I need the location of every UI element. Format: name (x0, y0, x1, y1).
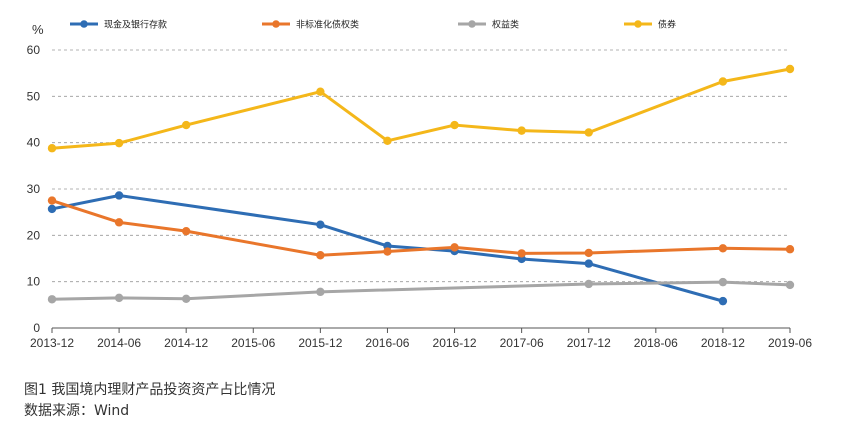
legend-item: 现金及银行存款 (70, 19, 167, 31)
y-tick-label: 50 (27, 89, 41, 103)
figure-caption: 图1 我国境内理财产品投资资产占比情况 (24, 382, 276, 398)
legend-item: 非标准化债权类 (262, 19, 359, 31)
data-point (47, 204, 57, 214)
data-point (718, 277, 728, 287)
legend-swatch-marker (272, 20, 280, 28)
data-point (517, 249, 526, 258)
data-point (785, 280, 795, 290)
y-tick-label: 30 (27, 182, 41, 196)
data-point (383, 247, 392, 256)
data-point (785, 64, 795, 74)
data-point (785, 245, 795, 254)
y-tick-label: 0 (33, 321, 40, 335)
legend: 现金及银行存款 非标准化债权类 权益类 债券 (70, 19, 676, 31)
legend-label: 现金及银行存款 (104, 19, 167, 31)
legend-swatch-marker (80, 20, 88, 28)
x-tick-label: 2019-06 (768, 336, 812, 350)
data-point (114, 138, 124, 148)
x-tick-label: 2013-12 (30, 336, 74, 350)
legend-swatch-marker (634, 20, 642, 28)
data-point (584, 259, 593, 268)
x-tick-label: 2016-12 (433, 336, 477, 350)
data-point (316, 287, 325, 297)
series-line (50, 67, 792, 150)
y-tick-label: 60 (27, 43, 41, 57)
x-tick-label: 2015-06 (231, 336, 275, 350)
data-point (47, 144, 57, 153)
data-point (584, 279, 593, 289)
data-point (316, 220, 325, 229)
y-tick-label: 20 (27, 228, 41, 242)
data-point (181, 226, 191, 236)
data-point (383, 136, 392, 146)
y-axis: 0 10 20 30 40 50 60 (27, 43, 41, 335)
series-2 (47, 277, 795, 304)
series-1 (47, 196, 795, 260)
gridlines (52, 49, 790, 283)
series-3 (47, 64, 795, 153)
data-point (316, 87, 325, 96)
data-point (316, 251, 325, 260)
data-point (584, 128, 593, 137)
x-tick-label: 2018-12 (701, 336, 745, 350)
x-tick-label: 2014-12 (164, 336, 208, 350)
data-point (114, 218, 124, 227)
data-point (47, 196, 57, 205)
series-group (47, 64, 795, 306)
x-tick-label: 2018-06 (634, 336, 678, 350)
data-point (718, 77, 728, 86)
legend-label: 权益类 (492, 19, 519, 31)
data-point (181, 120, 191, 130)
legend-item: 债券 (624, 19, 676, 31)
y-tick-label: 40 (27, 136, 41, 150)
y-tick-label: 10 (27, 275, 41, 289)
legend-item: 权益类 (458, 19, 519, 31)
legend-label: 非标准化债权类 (296, 19, 359, 31)
data-source: 数据来源：Wind (24, 403, 130, 419)
x-axis: 2013-12 2014-06 2014-12 2015-06 2015-12 2016-… (30, 327, 812, 350)
data-point (517, 126, 526, 135)
x-tick-label: 2014-06 (97, 336, 141, 350)
series-line (50, 199, 792, 257)
data-point (450, 243, 459, 252)
y-axis-unit: % (32, 22, 44, 37)
data-point (114, 293, 124, 303)
x-tick-label: 2017-06 (500, 336, 544, 350)
data-point (47, 295, 57, 304)
data-point (114, 191, 124, 200)
data-point (584, 248, 593, 258)
legend-label: 债券 (658, 19, 676, 31)
data-point (181, 294, 191, 304)
x-tick-label: 2015-12 (298, 336, 342, 350)
x-tick-label: 2016-06 (365, 336, 409, 350)
series-line (50, 280, 792, 301)
data-point (450, 120, 459, 130)
line-chart: 2013-12 2014-06 2014-12 2015-06 2015-12 2016-… (27, 19, 813, 351)
data-point (718, 244, 728, 253)
x-tick-label: 2017-12 (567, 336, 611, 350)
legend-swatch-marker (468, 20, 476, 28)
data-point (718, 296, 728, 306)
